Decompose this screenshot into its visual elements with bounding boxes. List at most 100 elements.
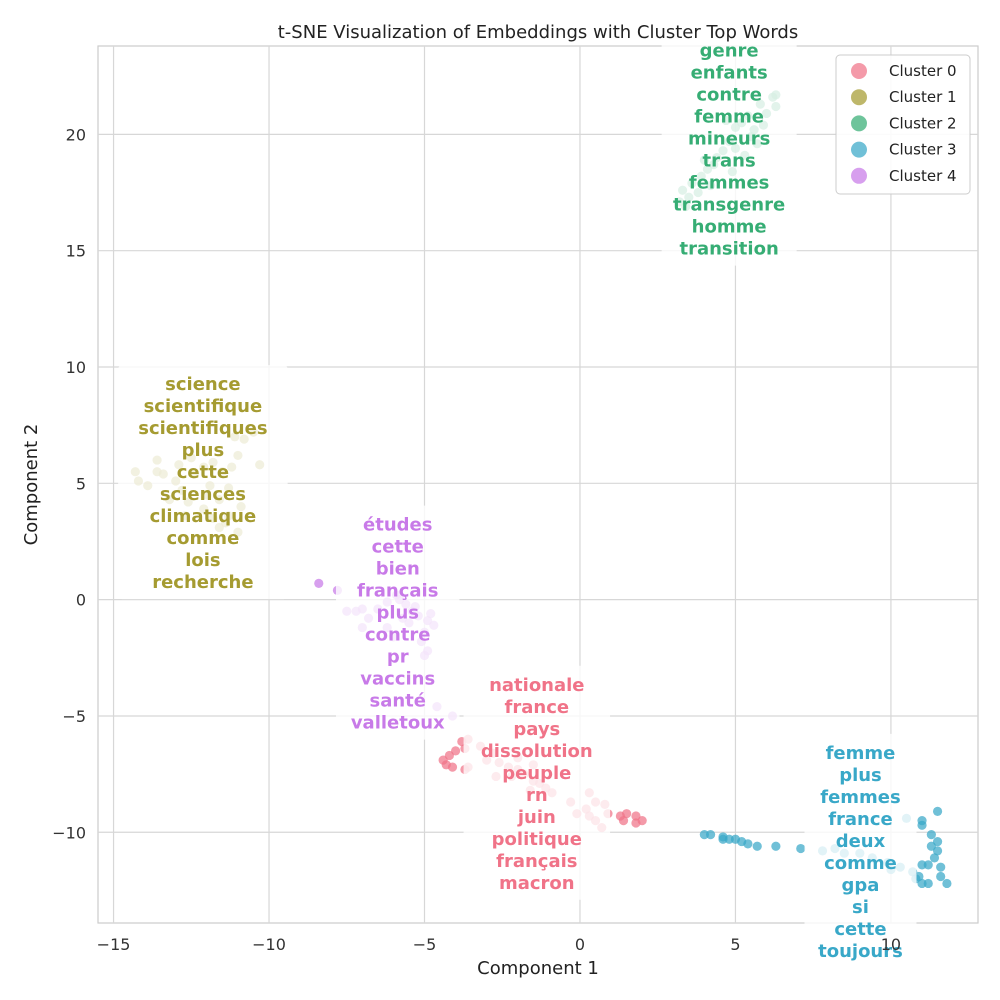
- legend-label: Cluster 1: [889, 88, 957, 106]
- data-point: [752, 841, 762, 851]
- legend-marker: [851, 89, 867, 106]
- data-point: [618, 816, 629, 826]
- legend-marker: [851, 63, 867, 79]
- legend-item: Cluster 1: [851, 88, 957, 106]
- top-word: femme: [826, 743, 896, 764]
- top-word: transgenre: [673, 195, 785, 216]
- legend-item: Cluster 0: [851, 62, 957, 80]
- top-word: cette: [372, 537, 424, 558]
- data-point: [796, 843, 806, 854]
- x-tick-label: 0: [575, 935, 585, 954]
- top-word: gpa: [842, 875, 880, 896]
- top-word: si: [852, 897, 869, 918]
- top-word: nationale: [489, 675, 584, 696]
- data-point: [743, 839, 753, 849]
- top-word: enfants: [691, 63, 768, 84]
- data-point: [622, 809, 632, 819]
- top-word: scientifique: [144, 396, 263, 417]
- data-point: [705, 830, 716, 840]
- top-word: genre: [700, 41, 759, 62]
- legend-marker: [851, 115, 867, 132]
- top-word: dissolution: [481, 741, 593, 762]
- y-tick-label: 15: [66, 242, 86, 261]
- data-point: [929, 853, 940, 863]
- top-word: bien: [376, 559, 420, 580]
- data-point: [926, 830, 936, 840]
- legend-label: Cluster 3: [889, 141, 957, 159]
- data-point: [923, 860, 933, 870]
- data-point: [314, 578, 324, 588]
- top-word: macron: [499, 873, 575, 894]
- top-word: climatique: [150, 506, 257, 527]
- legend-item: Cluster 3: [851, 141, 957, 159]
- top-word: transition: [679, 239, 778, 260]
- legend: Cluster 0 Cluster 1 Cluster 2 Cluster 3 Clus…: [835, 54, 971, 195]
- top-word: rn: [526, 785, 548, 806]
- data-point: [923, 878, 933, 889]
- top-word: pays: [513, 719, 560, 740]
- cluster-3-words: femmeplusfemmesfrancedeuxcommegpasicette…: [804, 733, 917, 968]
- top-word: recherche: [152, 572, 253, 593]
- data-point: [932, 806, 943, 816]
- top-word: france: [828, 809, 893, 830]
- top-word: femme: [694, 107, 764, 128]
- y-tick-label: −5: [62, 707, 86, 726]
- chart-title: t-SNE Visualization of Embeddings with C…: [278, 22, 798, 43]
- legend-label: Cluster 4: [889, 167, 957, 185]
- data-point: [936, 862, 946, 872]
- word-box: [335, 505, 460, 740]
- data-point: [637, 816, 647, 826]
- top-word: cette: [834, 919, 886, 940]
- top-word: santé: [369, 691, 426, 712]
- cluster-1-words: sciencescientifiquescientifiquespluscett…: [118, 365, 288, 600]
- top-word: science: [165, 374, 240, 395]
- top-word: juin: [517, 807, 556, 828]
- data-point: [932, 836, 943, 847]
- y-tick-label: −10: [52, 823, 86, 842]
- x-tick-label: 10: [881, 935, 901, 954]
- word-box: [661, 31, 797, 266]
- top-word: plus: [182, 440, 225, 461]
- data-point: [771, 841, 781, 851]
- data-point: [942, 878, 952, 889]
- top-word: toujours: [818, 941, 903, 962]
- legend-marker: [851, 167, 867, 184]
- top-word: trans: [703, 151, 756, 172]
- cluster-2-words: genreenfantscontrefemmemineurstransfemme…: [661, 31, 797, 266]
- top-word: français: [357, 581, 438, 602]
- top-word: france: [505, 697, 570, 718]
- legend-label: Cluster 0: [889, 62, 957, 80]
- top-word: comme: [167, 528, 240, 549]
- cluster-4-words: étudescettebienfrançaispluscontreprvacci…: [335, 505, 460, 740]
- legend-item: Cluster 2: [851, 114, 957, 132]
- top-word: plus: [376, 603, 419, 624]
- x-tick-label: −10: [252, 935, 286, 954]
- top-word: deux: [836, 831, 886, 852]
- top-word: comme: [824, 853, 897, 874]
- x-axis-title: Component 1: [477, 958, 599, 979]
- y-axis-title: Component 2: [21, 424, 42, 546]
- data-point: [936, 871, 946, 882]
- top-word: mineurs: [688, 129, 770, 150]
- top-word: valletoux: [351, 713, 445, 734]
- top-word: lois: [185, 550, 220, 571]
- top-word: contre: [696, 85, 762, 106]
- y-tick-label: 20: [66, 125, 86, 144]
- x-tick-label: −15: [97, 935, 131, 954]
- x-tick-label: −5: [413, 935, 437, 954]
- top-word: femmes: [820, 787, 900, 808]
- legend-marker: [851, 141, 867, 158]
- top-word: scientifiques: [138, 418, 267, 439]
- legend-box: [835, 54, 971, 195]
- top-word: études: [363, 515, 432, 536]
- data-point: [917, 816, 927, 826]
- word-box: [804, 733, 917, 968]
- data-point: [447, 762, 458, 772]
- top-word: homme: [692, 217, 767, 238]
- x-tick-label: 5: [730, 935, 740, 954]
- cluster-0-words: nationalefrancepaysdissolutionpeuplernju…: [463, 665, 611, 900]
- data-point: [718, 834, 728, 844]
- legend-item: Cluster 4: [851, 167, 957, 185]
- top-word: cette: [177, 462, 229, 483]
